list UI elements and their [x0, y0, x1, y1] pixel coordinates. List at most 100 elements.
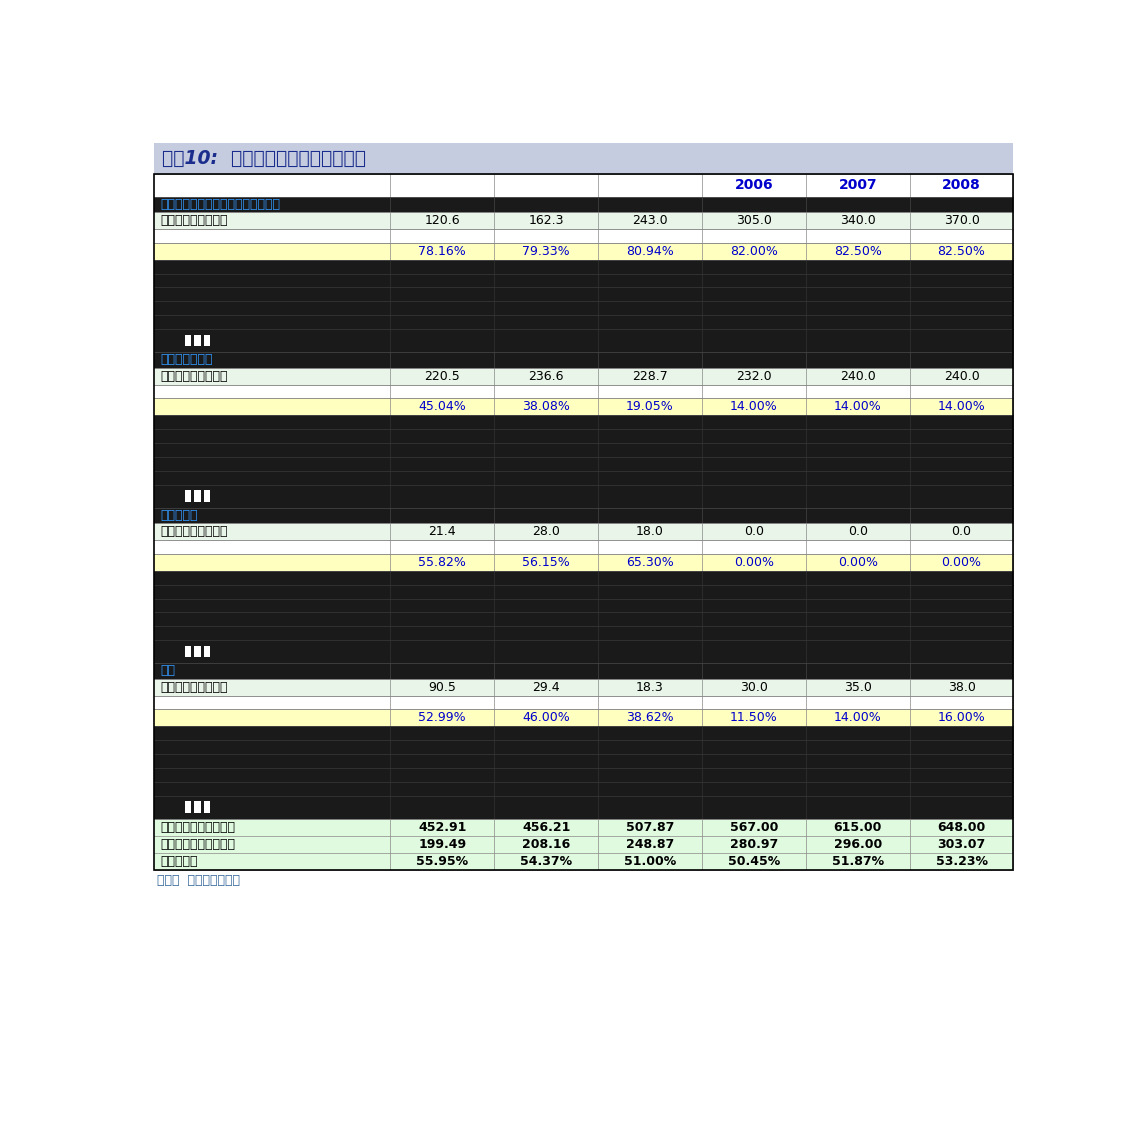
Text: 243.0: 243.0 — [632, 214, 667, 226]
Text: 29.4: 29.4 — [532, 681, 560, 693]
Bar — [154, 229, 1014, 242]
Bar — [154, 315, 1014, 329]
Text: 452.91: 452.91 — [418, 820, 467, 834]
Bar — [154, 242, 1014, 259]
Text: 55.82%: 55.82% — [418, 555, 466, 569]
Bar — [154, 541, 1014, 554]
Bar — [154, 485, 1014, 508]
Text: 78.16%: 78.16% — [418, 245, 466, 258]
Bar — [154, 726, 1014, 740]
Text: 0.00%: 0.00% — [942, 555, 982, 569]
Bar — [154, 523, 1014, 541]
Bar — [154, 641, 1014, 663]
Bar — [154, 173, 1014, 869]
Text: 340.0: 340.0 — [839, 214, 876, 226]
Bar — [154, 471, 1014, 485]
Bar — [185, 335, 191, 346]
Text: 来源：  国金证券研究所: 来源： 国金证券研究所 — [157, 874, 240, 887]
Text: 平均毛利率: 平均毛利率 — [161, 855, 198, 867]
Text: 615.00: 615.00 — [834, 820, 882, 834]
Bar — [204, 490, 210, 502]
Bar — [204, 335, 210, 346]
Text: 16.00%: 16.00% — [937, 711, 985, 725]
Text: 303.07: 303.07 — [937, 838, 985, 851]
Text: 648.00: 648.00 — [937, 820, 985, 834]
Bar — [154, 818, 1014, 869]
Text: 头孢类系列产品: 头孢类系列产品 — [161, 354, 213, 366]
Text: 199.49: 199.49 — [418, 838, 466, 851]
Text: 2007: 2007 — [838, 178, 877, 192]
Text: 248.87: 248.87 — [625, 838, 674, 851]
Text: 51.87%: 51.87% — [831, 855, 884, 867]
Bar — [154, 571, 1014, 585]
Text: 236.6: 236.6 — [528, 370, 564, 382]
Text: 232.0: 232.0 — [736, 370, 771, 382]
Text: 销售收入（百万元）: 销售收入（百万元） — [161, 214, 228, 226]
Text: 82.00%: 82.00% — [730, 245, 778, 258]
Text: 销售收入（百万元）: 销售收入（百万元） — [161, 681, 228, 693]
Bar — [154, 612, 1014, 626]
Text: 79.33%: 79.33% — [523, 245, 570, 258]
Text: 65.30%: 65.30% — [626, 555, 674, 569]
Text: 305.0: 305.0 — [736, 214, 772, 226]
Bar — [154, 288, 1014, 302]
Text: 销售总成本（百万元）: 销售总成本（百万元） — [161, 838, 235, 851]
Bar — [154, 429, 1014, 443]
Text: 46.00%: 46.00% — [523, 711, 570, 725]
Bar — [154, 273, 1014, 288]
Bar — [154, 212, 1014, 229]
Text: 220.5: 220.5 — [425, 370, 460, 382]
Text: 14.00%: 14.00% — [937, 401, 985, 413]
Text: 228.7: 228.7 — [632, 370, 667, 382]
Bar — [154, 678, 1014, 695]
Bar — [154, 173, 1014, 197]
Bar — [154, 197, 1014, 212]
Bar — [195, 490, 200, 502]
Bar — [154, 554, 1014, 571]
Bar — [154, 782, 1014, 795]
Bar — [154, 768, 1014, 782]
Bar — [154, 740, 1014, 754]
Text: 38.0: 38.0 — [948, 681, 975, 693]
Text: 35.0: 35.0 — [844, 681, 871, 693]
Text: 14.00%: 14.00% — [834, 711, 882, 725]
Bar — [154, 626, 1014, 641]
Bar — [185, 646, 191, 658]
Text: 54.37%: 54.37% — [521, 855, 572, 867]
Text: 52.99%: 52.99% — [418, 711, 466, 725]
Text: 82.50%: 82.50% — [834, 245, 882, 258]
Bar — [154, 302, 1014, 315]
Bar — [185, 490, 191, 502]
Text: 507.87: 507.87 — [625, 820, 674, 834]
Text: 80.94%: 80.94% — [626, 245, 674, 258]
Text: 0.0: 0.0 — [951, 525, 972, 538]
Bar — [154, 415, 1014, 429]
Bar — [204, 646, 210, 658]
Text: 208.16: 208.16 — [522, 838, 571, 851]
Text: 0.0: 0.0 — [744, 525, 764, 538]
Bar — [154, 329, 1014, 352]
Text: 销售收入（百万元）: 销售收入（百万元） — [161, 370, 228, 382]
Text: 2006: 2006 — [735, 178, 773, 192]
Text: 55.95%: 55.95% — [416, 855, 468, 867]
Text: 婴儿滴眼液: 婴儿滴眼液 — [161, 509, 198, 522]
Text: 其他: 其他 — [161, 665, 175, 677]
Bar — [154, 795, 1014, 818]
Text: 45.04%: 45.04% — [418, 401, 466, 413]
Bar — [154, 599, 1014, 612]
Text: 图表10:  医药工业主营产品盈利预测: 图表10: 医药工业主营产品盈利预测 — [162, 149, 366, 167]
Text: 370.0: 370.0 — [943, 214, 980, 226]
Text: 53.23%: 53.23% — [935, 855, 988, 867]
Text: 14.00%: 14.00% — [834, 401, 882, 413]
Text: 0.0: 0.0 — [847, 525, 868, 538]
Text: 56.15%: 56.15% — [523, 555, 570, 569]
Bar — [154, 695, 1014, 709]
Text: 28.0: 28.0 — [532, 525, 560, 538]
Text: 销售收入（百万元）: 销售收入（百万元） — [161, 525, 228, 538]
Text: 2008: 2008 — [942, 178, 981, 192]
Text: 90.5: 90.5 — [428, 681, 457, 693]
Bar — [154, 585, 1014, 599]
Text: 19.05%: 19.05% — [626, 401, 674, 413]
Bar — [195, 335, 200, 346]
Bar — [154, 456, 1014, 471]
